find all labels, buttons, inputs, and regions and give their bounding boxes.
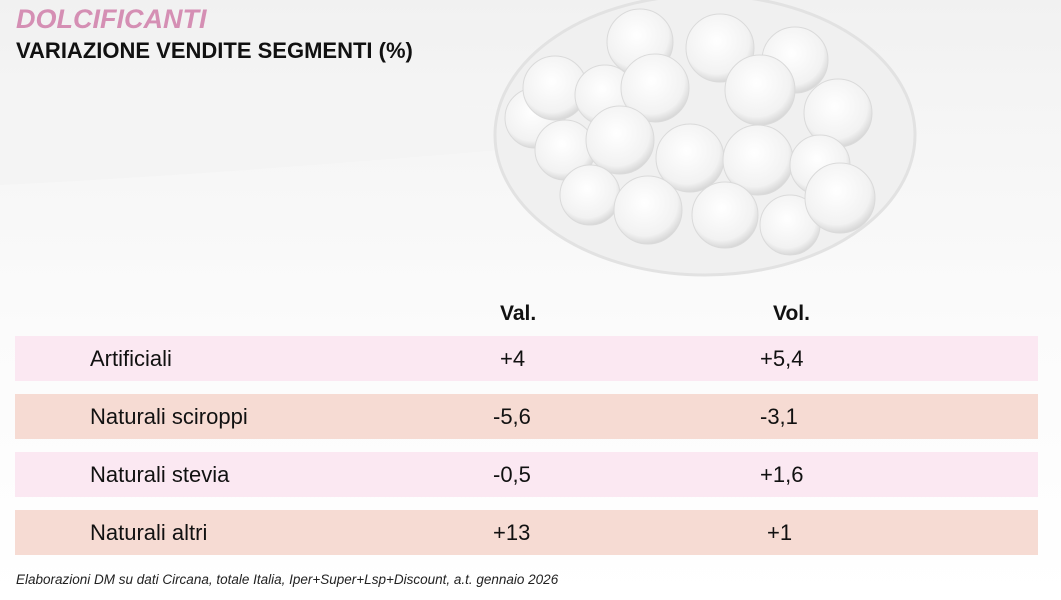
spoon-with-tablets-image xyxy=(0,0,917,277)
segment-label: Naturali altri xyxy=(90,520,208,545)
page-subtitle: VARIAZIONE VENDITE SEGMENTI (%) xyxy=(16,38,413,63)
val-value: -0,5 xyxy=(493,462,531,487)
table-row: Naturali stevia -0,5 +1,6 xyxy=(15,452,1038,497)
vol-value: +5,4 xyxy=(760,346,804,371)
val-value: +13 xyxy=(493,520,531,545)
table-row: +13 Naturali altri +1 xyxy=(15,510,1038,555)
segment-label: Naturali sciroppi xyxy=(90,404,248,429)
column-header-vol: Vol. xyxy=(773,302,810,325)
table-row: Artificiali +4 +5,4 xyxy=(15,336,1038,381)
column-header-val: Val. xyxy=(500,302,537,325)
vol-value: +1,6 xyxy=(760,462,804,487)
vol-value: +1 xyxy=(767,520,793,545)
source-note: Elaborazioni DM su dati Circana, totale … xyxy=(16,572,559,587)
table-row: Naturali sciroppi -5,6 -3,1 xyxy=(15,394,1038,439)
val-value: +4 xyxy=(500,346,526,371)
vol-value: -3,1 xyxy=(760,404,798,429)
segment-label: Naturali stevia xyxy=(90,462,230,487)
page-title: DOLCIFICANTI xyxy=(16,4,207,34)
segment-label: Artificiali xyxy=(90,346,172,371)
val-value: -5,6 xyxy=(493,404,531,429)
